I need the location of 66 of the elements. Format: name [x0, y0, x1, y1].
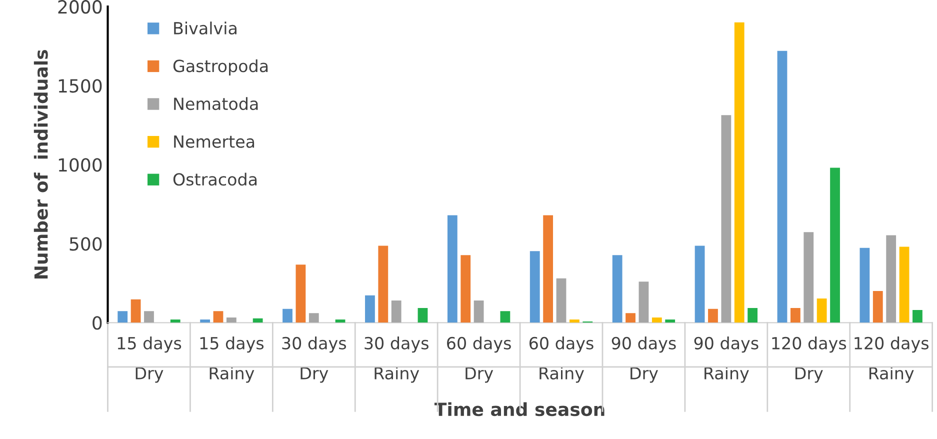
bar — [543, 215, 554, 323]
bar — [200, 320, 210, 323]
bar — [118, 311, 128, 323]
bar — [612, 255, 622, 323]
bar — [912, 310, 922, 323]
bar — [872, 291, 883, 323]
legend-label: Bivalvia — [174, 22, 236, 34]
bar — [734, 22, 744, 323]
bar — [652, 317, 662, 323]
legend-label: Gastropoda — [173, 59, 268, 76]
x-tick-label: 30 days Rainy — [364, 336, 428, 383]
bar — [213, 311, 224, 323]
y-tick-label: 2000 — [58, 0, 102, 14]
x-tick-label: 60 days Dry — [447, 336, 511, 383]
bar — [530, 251, 540, 323]
x-tick-label: 15 days Dry — [118, 336, 182, 383]
bar — [638, 282, 649, 323]
bar — [860, 248, 870, 323]
y-tick-label: 1500 — [58, 79, 102, 93]
bar — [500, 311, 510, 323]
bar — [721, 115, 732, 323]
bar — [418, 308, 428, 323]
bar — [556, 278, 566, 323]
y-tick-label: 500 — [70, 237, 102, 251]
x-tick-label: 60 days Rainy — [530, 336, 594, 383]
bar — [296, 264, 306, 323]
bar — [570, 320, 580, 323]
bar — [252, 318, 263, 323]
bar — [899, 246, 910, 323]
x-tick-label: 90 days Dry — [612, 336, 676, 383]
x-tick-label: 30 days Dry — [282, 336, 346, 383]
bar — [790, 308, 800, 323]
bar — [130, 299, 141, 323]
bar — [830, 168, 840, 323]
legend-label: Ostracoda — [173, 172, 257, 186]
bar — [665, 320, 676, 323]
bar — [447, 215, 458, 323]
bar — [804, 232, 814, 323]
bar — [777, 50, 788, 323]
bar — [886, 235, 896, 323]
bar — [694, 246, 705, 323]
x-tick-label: 90 days Rainy — [694, 336, 758, 383]
bar — [626, 313, 636, 323]
bar — [144, 311, 154, 323]
y-axis-title: Number of individuals — [34, 50, 48, 278]
bar — [226, 317, 236, 323]
x-tick-label: 120 days Dry — [772, 336, 846, 383]
x-tick-label: 15 days Rainy — [200, 336, 264, 383]
bar — [391, 300, 402, 323]
bar — [282, 308, 292, 323]
legend-label: Nematoda — [174, 97, 258, 110]
bar — [308, 313, 319, 323]
legend-label: Nemertea — [174, 135, 254, 148]
y-tick-label: 1000 — [58, 158, 102, 172]
bar — [335, 320, 346, 323]
bar — [365, 295, 375, 323]
bar — [170, 320, 180, 323]
x-tick-label: 120 days Rainy — [854, 336, 928, 383]
bar — [460, 255, 471, 323]
bar — [748, 308, 758, 323]
y-tick-label: 0 — [92, 316, 102, 330]
x-axis-title: Time and season — [434, 402, 604, 416]
bar — [474, 300, 484, 323]
bar — [378, 246, 388, 323]
bar — [816, 298, 827, 323]
bar — [708, 308, 718, 323]
